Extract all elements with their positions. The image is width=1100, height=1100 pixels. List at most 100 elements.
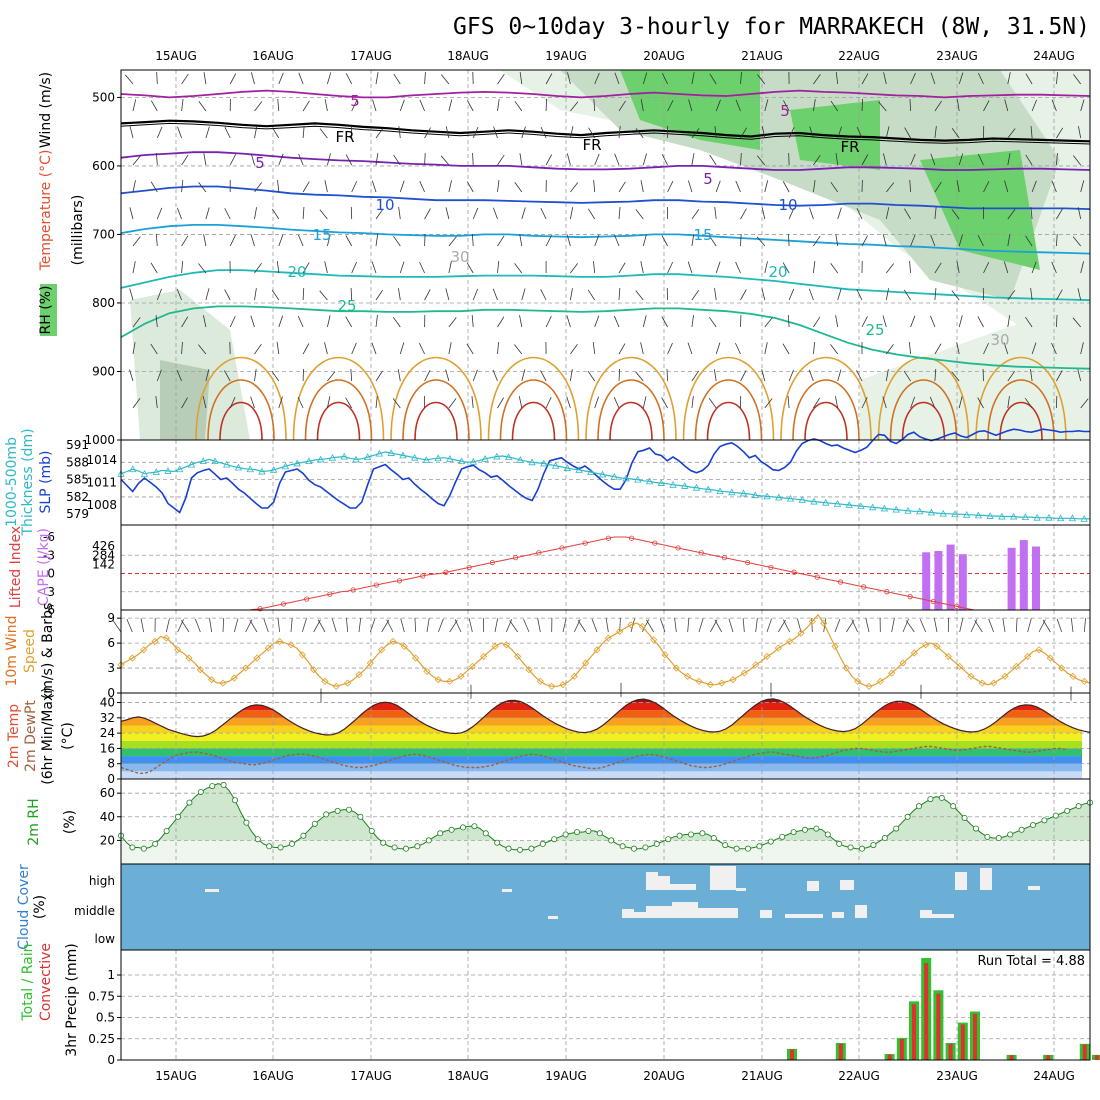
wind-barb <box>618 100 626 112</box>
wind-barb <box>813 397 821 409</box>
pressure-tick-label: 800 <box>92 296 115 310</box>
wind-barb <box>278 234 284 247</box>
rh-marker <box>471 823 478 830</box>
wind-barb <box>319 128 328 139</box>
wind-barb <box>642 396 647 409</box>
wind-barb <box>783 100 790 112</box>
wind-barb <box>176 288 182 301</box>
lifted-index-marker <box>814 574 820 580</box>
rh-low-band <box>121 840 1090 864</box>
wind-barb <box>735 261 741 274</box>
wind-barb <box>640 261 644 274</box>
wind-barb <box>1007 234 1011 247</box>
wind-barb <box>691 289 700 301</box>
wind-barb <box>1024 397 1033 409</box>
surface-wind-barb <box>181 620 190 633</box>
thickness-marker <box>493 452 501 460</box>
warm-isotherm <box>597 379 665 441</box>
wind-barb <box>1025 73 1033 85</box>
wind-barb <box>397 369 401 382</box>
wind-barb <box>1007 128 1016 139</box>
wind-barb <box>250 234 255 247</box>
rh-marker <box>277 844 284 851</box>
lifted-index-tick-label: 0 <box>47 567 55 581</box>
wind-barb <box>740 289 747 301</box>
wind-barb <box>156 71 158 85</box>
wind-barb <box>150 181 158 193</box>
wind-barb <box>1004 99 1009 112</box>
wind-barb <box>492 369 498 382</box>
lifted-index-marker <box>605 535 612 541</box>
rh-marker <box>357 813 364 820</box>
wind-barb <box>392 317 401 328</box>
warm-isotherm <box>804 401 848 441</box>
rh-tick-label: 60 <box>100 786 115 800</box>
wind-barb <box>132 317 141 328</box>
wind-barb <box>809 126 814 139</box>
lifted-index-tick-label: -6 <box>43 530 55 544</box>
rh-marker <box>995 835 1002 842</box>
rh-marker <box>767 838 774 845</box>
lifted-index-marker <box>582 540 588 546</box>
surface-wind-barb <box>194 618 201 633</box>
wind-barb <box>830 100 839 112</box>
wind-barb <box>177 126 182 139</box>
surface-wind-barb <box>796 618 802 633</box>
rh-marker <box>551 836 558 843</box>
rh-axis-label: RH (%) <box>38 286 54 335</box>
rh-marker <box>893 825 900 832</box>
wind-barb <box>493 126 498 139</box>
wind-barb <box>375 315 378 328</box>
wind-barb <box>764 261 768 274</box>
cape-bar <box>922 552 931 610</box>
rh-marker <box>266 843 273 850</box>
surface-wind-barb <box>1056 618 1063 633</box>
wind-barb <box>181 316 189 328</box>
wind-barb <box>715 261 721 274</box>
wind-barb <box>398 207 401 220</box>
rh-marker <box>505 845 512 852</box>
thickness-marker <box>246 465 254 473</box>
wind-barb <box>448 180 452 193</box>
wind-barb <box>254 126 258 139</box>
wind-barb <box>497 342 499 355</box>
wind-barb <box>934 262 942 274</box>
wind-barb <box>497 73 505 85</box>
wind-speed-marker <box>1069 672 1077 680</box>
wind-barb <box>934 181 942 193</box>
wind-barb <box>885 182 895 193</box>
wind-barb <box>324 180 328 193</box>
thickness-marker <box>399 451 407 459</box>
wind-barb <box>324 261 328 274</box>
bottom-day-label: 22AUG <box>838 1069 880 1083</box>
freezing-line-outline <box>120 122 1091 145</box>
thickness-marker <box>763 492 771 500</box>
wind-barb <box>813 342 816 355</box>
wind-barb <box>903 370 911 382</box>
thickness-marker <box>528 458 536 466</box>
warm-isotherm <box>414 401 458 441</box>
wind-barb <box>885 344 894 355</box>
wind-barb <box>1056 234 1058 247</box>
wind-barb <box>393 73 401 85</box>
wind-barb <box>375 153 379 166</box>
warm-isotherm <box>792 379 860 441</box>
wind-barb <box>714 207 717 220</box>
wind-barb <box>298 234 304 247</box>
wind-barb <box>424 72 426 85</box>
lifted-index-marker <box>257 606 263 612</box>
wind-barb <box>934 288 937 301</box>
rh-marker <box>494 839 501 846</box>
wind-speed-marker <box>990 679 998 687</box>
pressure-tick-label: 1000 <box>84 433 115 447</box>
top-day-label: 16AUG <box>252 49 294 63</box>
wind-unit-label: (m/s) & Barbs <box>40 603 56 700</box>
wind-barb <box>497 180 500 193</box>
wind-speed-marker <box>559 681 567 689</box>
wind-barb <box>1056 370 1063 382</box>
warm-isotherm <box>390 356 482 441</box>
wind-barb <box>830 181 839 193</box>
rh-marker <box>608 837 615 844</box>
pressure-tick-label: 900 <box>92 364 115 378</box>
isotherm-line <box>120 89 1091 99</box>
